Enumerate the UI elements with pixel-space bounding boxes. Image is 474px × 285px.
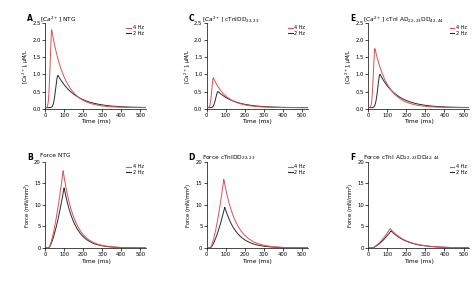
- Text: $[Ca^{2+}]$ cTnIDD$_{22,23}$: $[Ca^{2+}]$ cTnIDD$_{22,23}$: [201, 14, 259, 24]
- Y-axis label: Force (mN/mm$^2$): Force (mN/mm$^2$): [346, 182, 356, 228]
- X-axis label: Time (ms): Time (ms): [242, 119, 272, 124]
- Y-axis label: Force (mN/mm$^2$): Force (mN/mm$^2$): [184, 182, 194, 228]
- Text: Force cTnIDD$_{22,23}$: Force cTnIDD$_{22,23}$: [201, 153, 255, 162]
- Y-axis label: $[Ca^{2+}]_i$ $\mu$M/L: $[Ca^{2+}]_i$ $\mu$M/L: [21, 48, 31, 84]
- Text: Force cTnI AD$_{22,23}$DD$_{42,44}$: Force cTnI AD$_{22,23}$DD$_{42,44}$: [363, 153, 440, 162]
- X-axis label: Time (ms): Time (ms): [404, 119, 434, 124]
- Text: C: C: [189, 14, 194, 23]
- Legend: 4 Hz, 2 Hz: 4 Hz, 2 Hz: [447, 23, 469, 38]
- Text: D: D: [189, 153, 195, 162]
- Text: B: B: [27, 153, 33, 162]
- Y-axis label: $[Ca^{2+}]_i$ $\mu$M/L: $[Ca^{2+}]_i$ $\mu$M/L: [344, 48, 355, 84]
- Legend: 4 Hz, 2 Hz: 4 Hz, 2 Hz: [286, 23, 307, 38]
- Y-axis label: Force (mN/mm$^2$): Force (mN/mm$^2$): [22, 182, 33, 228]
- Legend: 4 Hz, 2 Hz: 4 Hz, 2 Hz: [447, 162, 469, 177]
- X-axis label: Time (ms): Time (ms): [242, 258, 272, 264]
- Text: F: F: [350, 153, 356, 162]
- X-axis label: Time (ms): Time (ms): [81, 119, 110, 124]
- Y-axis label: $[Ca^{2+}]_i$ $\mu$M/L: $[Ca^{2+}]_i$ $\mu$M/L: [182, 48, 193, 84]
- Text: A: A: [27, 14, 33, 23]
- Text: $[Ca^{2+}]$ cTnI AD$_{22,23}$DD$_{42,44}$: $[Ca^{2+}]$ cTnI AD$_{22,23}$DD$_{42,44}…: [363, 14, 444, 24]
- Text: $[Ca^{2+}]$ NTG: $[Ca^{2+}]$ NTG: [40, 14, 76, 24]
- Legend: 4 Hz, 2 Hz: 4 Hz, 2 Hz: [286, 162, 307, 177]
- Legend: 4 Hz, 2 Hz: 4 Hz, 2 Hz: [124, 23, 146, 38]
- X-axis label: Time (ms): Time (ms): [404, 258, 434, 264]
- Text: Force NTG: Force NTG: [40, 153, 71, 158]
- X-axis label: Time (ms): Time (ms): [81, 258, 110, 264]
- Legend: 4 Hz, 2 Hz: 4 Hz, 2 Hz: [124, 162, 146, 177]
- Text: E: E: [350, 14, 356, 23]
